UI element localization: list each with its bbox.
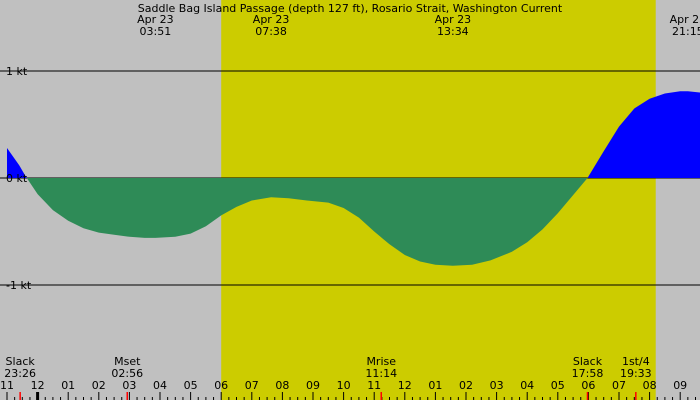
bottom-event-name: Mset — [114, 355, 141, 368]
bottom-event-time: 17:58 — [572, 367, 604, 380]
event-time-label: 07:38 — [255, 25, 287, 38]
x-tick-label: 01 — [428, 379, 442, 392]
event-date-label: Apr 23 — [137, 13, 174, 26]
x-tick-label: 12 — [31, 379, 45, 392]
x-tick-label: 02 — [459, 379, 473, 392]
event-date-label: Apr 23 — [253, 13, 290, 26]
x-tick-label: 02 — [92, 379, 106, 392]
y-tick-label: -1 kt — [6, 279, 32, 292]
x-tick-label: 03 — [490, 379, 504, 392]
event-time-label: 21:15 — [672, 25, 700, 38]
x-tick-label: 07 — [245, 379, 259, 392]
chart-title: Saddle Bag Island Passage (depth 127 ft)… — [138, 2, 563, 15]
x-tick-label: 05 — [551, 379, 565, 392]
bottom-event-name: Mrise — [366, 355, 396, 368]
bottom-event-name: 1st/4 — [622, 355, 650, 368]
x-tick-label: 12 — [398, 379, 412, 392]
x-tick-label: 08 — [275, 379, 289, 392]
ebb-current-area — [26, 178, 588, 266]
y-tick-label: 1 kt — [6, 65, 28, 78]
bottom-labels: Slack23:26Mset02:56Mrise11:14Slack17:581… — [4, 355, 651, 380]
x-axis: 11 12 01 02 03 04 05 06 07 08 09 10 11 12 01 02 03 04 05 06… — [0, 379, 696, 400]
x-tick-label: 09 — [306, 379, 320, 392]
bottom-event-time: 19:33 — [620, 367, 652, 380]
x-tick-label: 03 — [122, 379, 136, 392]
y-tick-label: 0 kt — [6, 172, 28, 185]
bottom-event-time: 02:56 — [111, 367, 143, 380]
flood-current-area — [7, 91, 700, 178]
x-tick-label: 04 — [520, 379, 534, 392]
x-tick-label: 04 — [153, 379, 167, 392]
bottom-event-time: 23:26 — [4, 367, 36, 380]
x-tick-label: 01 — [61, 379, 75, 392]
bottom-event-time: 11:14 — [365, 367, 397, 380]
bottom-event-name: Slack — [6, 355, 36, 368]
x-tick-label: 11 — [367, 379, 381, 392]
x-tick-label: 11 — [0, 379, 14, 392]
x-tick-label: 06 — [214, 379, 228, 392]
bottom-event-name: Slack — [573, 355, 603, 368]
event-date-label: Apr 23 — [435, 13, 472, 26]
event-time-label: 03:51 — [140, 25, 172, 38]
event-time-label: 13:34 — [437, 25, 469, 38]
event-date-label: Apr 23 — [670, 13, 700, 26]
x-tick-label: 10 — [337, 379, 351, 392]
x-tick-label: 09 — [673, 379, 687, 392]
y-axis-labels: 1 kt 0 kt -1 kt — [6, 65, 32, 292]
x-tick-label: 06 — [581, 379, 595, 392]
x-tick-label: 07 — [612, 379, 626, 392]
x-tick-label: 08 — [643, 379, 657, 392]
x-tick-label: 05 — [184, 379, 198, 392]
